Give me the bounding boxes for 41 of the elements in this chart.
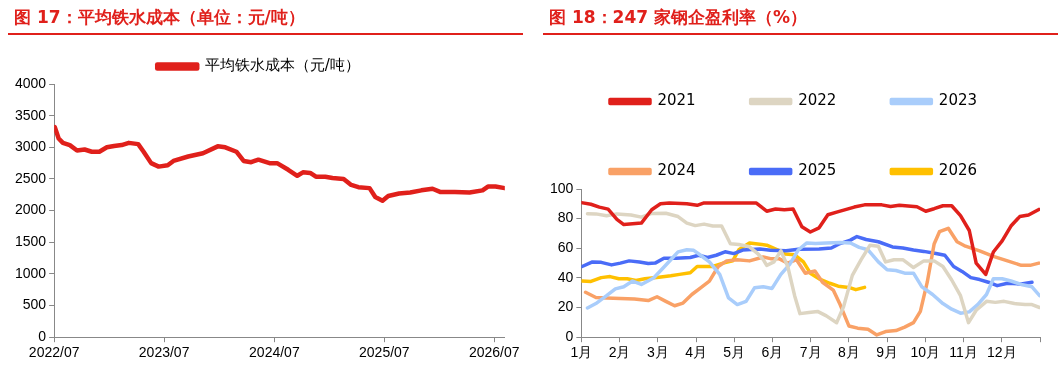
y-tick-label: 500 <box>22 296 47 313</box>
y-tick-label: 4000 <box>14 74 47 91</box>
x-tick-label: 8月 <box>838 344 860 361</box>
x-tick-label: 2022/07 <box>28 344 80 361</box>
y-tick-label: 80 <box>557 209 574 226</box>
y-tick-label: 100 <box>550 179 574 196</box>
y-tick-label: 3000 <box>14 138 47 155</box>
x-tick-label: 1月 <box>570 344 593 361</box>
x-tick-label: 2024/07 <box>249 344 300 361</box>
y-tick-label: 1000 <box>14 264 47 281</box>
y-tick-label: 0 <box>38 328 47 345</box>
x-tick-label: 2月 <box>608 344 631 361</box>
x-tick-label: 11月 <box>949 344 978 361</box>
y-tick-label: 1500 <box>14 233 47 250</box>
legend-label: 2023 <box>938 91 978 110</box>
x-tick-label: 2026/07 <box>468 344 520 361</box>
legend-label: 平均铁水成本（元/吨） <box>204 56 360 75</box>
chart-title: 图 18：247 家钢企盈利率（%） <box>543 0 1058 35</box>
x-tick-label: 10月 <box>910 344 941 361</box>
y-tick-label: 3500 <box>14 106 47 123</box>
y-tick-label: 2000 <box>14 201 47 218</box>
legend-label: 2025 <box>798 161 837 180</box>
legend-label: 2026 <box>938 161 978 180</box>
y-tick-label: 60 <box>557 239 574 256</box>
y-tick-label: 40 <box>557 268 574 285</box>
chart-title: 图 17：平均铁水成本（单位：元/吨） <box>8 0 523 35</box>
x-tick-label: 12月 <box>986 344 1017 361</box>
x-tick-label: 2023/07 <box>138 344 190 361</box>
x-tick-label: 9月 <box>876 344 899 361</box>
y-tick-label: 2500 <box>14 169 47 186</box>
x-tick-label: 5月 <box>723 344 746 361</box>
legend-label: 2021 <box>657 91 696 110</box>
x-tick-label: 4月 <box>685 344 707 361</box>
y-tick-label: 0 <box>565 328 574 345</box>
x-tick-label: 6月 <box>761 344 784 361</box>
legend-label: 2024 <box>657 161 696 180</box>
x-tick-label: 7月 <box>799 344 822 361</box>
legend-label: 2022 <box>798 91 837 110</box>
y-tick-label: 20 <box>557 298 574 315</box>
x-tick-label: 3月 <box>646 344 669 361</box>
x-tick-label: 2025/07 <box>359 344 410 361</box>
